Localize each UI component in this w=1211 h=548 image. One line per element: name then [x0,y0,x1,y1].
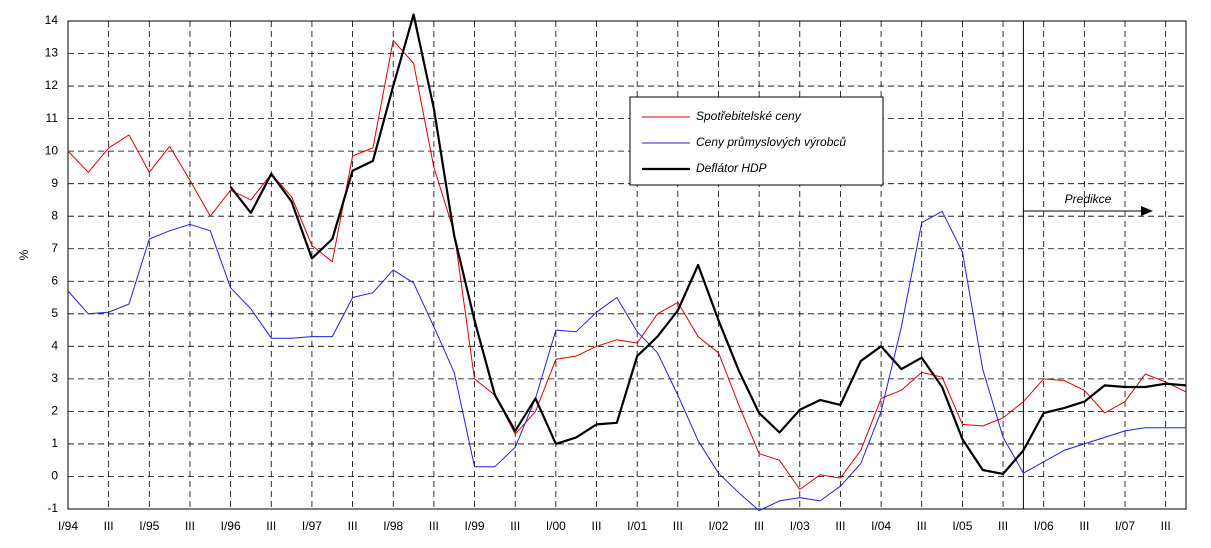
series-line [67,210,1186,512]
legend-box [629,96,884,186]
x-tick-label: I/00 [546,519,566,533]
x-tick-label: I/99 [465,519,485,533]
y-tick-label: -1 [47,501,58,515]
x-tick-label: III [185,519,195,533]
arrow-head [1141,206,1153,216]
legend-label: Spotřebitelské ceny [696,109,802,123]
series-line [229,13,1187,475]
x-tick-label: I/97 [302,519,322,533]
annotation: Predikce [1065,192,1112,206]
x-tick-label: III [917,519,927,533]
y-tick-label: 7 [51,241,58,255]
x-tick-label: I/06 [1034,519,1054,533]
y-tick-label: 0 [51,469,58,483]
x-tick-label: I/96 [221,519,241,533]
x-tick-label: I/02 [708,519,728,533]
x-tick-label: III [592,519,602,533]
x-tick-label: I/98 [383,519,403,533]
x-tick-label: III [266,519,276,533]
x-tick-label: I/05 [952,519,972,533]
x-tick-label: III [510,519,520,533]
x-tick-label: I/94 [58,519,78,533]
x-tick-label: III [429,519,439,533]
y-tick-label: 9 [51,176,58,190]
x-tick-label: III [348,519,358,533]
x-tick-label: I/01 [627,519,647,533]
x-tick-label: III [104,519,114,533]
legend-label: Deflátor HDP [696,161,767,175]
y-tick-label: 5 [51,306,58,320]
x-tick-label: III [1079,519,1089,533]
y-tick-label: 13 [45,46,59,60]
y-tick-label: 6 [51,273,58,287]
x-tick-label: III [835,519,845,533]
y-tick-label: 12 [45,78,59,92]
y-tick-label: 2 [51,404,58,418]
series-line [67,40,1187,490]
x-tick-label: III [673,519,683,533]
plot-frame [67,20,1187,510]
x-tick-label: III [754,519,764,533]
x-tick-label: I/04 [871,519,891,533]
legend-label: Ceny průmyslových výrobců [696,135,846,149]
y-tick-label: 14 [45,13,59,27]
y-tick-label: 3 [51,371,58,385]
y-tick-label: 8 [51,208,58,222]
x-tick-label: III [1161,519,1171,533]
y-tick-label: 10 [45,143,59,157]
x-tick-label: I/95 [139,519,159,533]
x-tick-label: III [998,519,1008,533]
y-tick-label: 4 [51,339,58,353]
y-tick-label: 11 [46,111,59,125]
y-tick-label: 1 [51,436,58,450]
x-tick-label: I/07 [1115,519,1135,533]
y-axis-label: % [17,249,31,260]
x-tick-label: I/03 [790,519,810,533]
